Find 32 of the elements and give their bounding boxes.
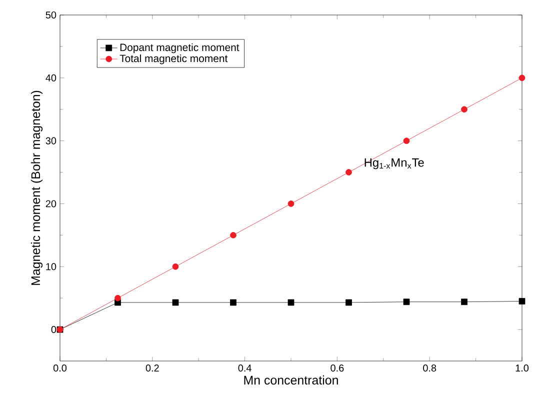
x-tick-label: 0.8 — [423, 364, 436, 372]
y-tick-label: 40 — [46, 74, 56, 82]
legend-label: Dopant magnetic moment — [120, 43, 240, 54]
x-tick-label: 0.6 — [330, 364, 344, 372]
point — [461, 298, 468, 306]
point — [114, 294, 121, 302]
point — [172, 263, 179, 270]
point — [230, 232, 236, 238]
y-tick-label: 50 — [46, 11, 56, 19]
point — [461, 106, 468, 113]
point — [403, 298, 410, 306]
point — [172, 299, 179, 306]
point — [346, 169, 352, 176]
y-tick-label: 20 — [46, 200, 56, 208]
point — [288, 200, 294, 207]
point — [346, 299, 352, 306]
y-axis-title: Magnetic moment (Bohr magneton) — [30, 90, 43, 285]
x-tick-label: 1.0 — [516, 364, 529, 372]
x-axis-title: Mn concentration — [244, 375, 338, 385]
point — [288, 299, 294, 306]
point — [518, 74, 526, 82]
y-tick-label: 0 — [51, 326, 56, 334]
legend-label: Total magnetic moment — [120, 54, 228, 64]
point — [518, 298, 526, 304]
y-tick-label: 30 — [46, 137, 56, 144]
x-tick-label: 0.4 — [238, 364, 252, 372]
x-tick-label: 0.0 — [53, 364, 67, 372]
point — [230, 299, 236, 306]
annotation: Hg$_{1-x}$Mn$_{x}$Te — [364, 158, 424, 170]
y-tick-label: 10 — [46, 263, 56, 270]
x-tick-label: 0.2 — [146, 364, 159, 372]
point — [403, 138, 410, 144]
